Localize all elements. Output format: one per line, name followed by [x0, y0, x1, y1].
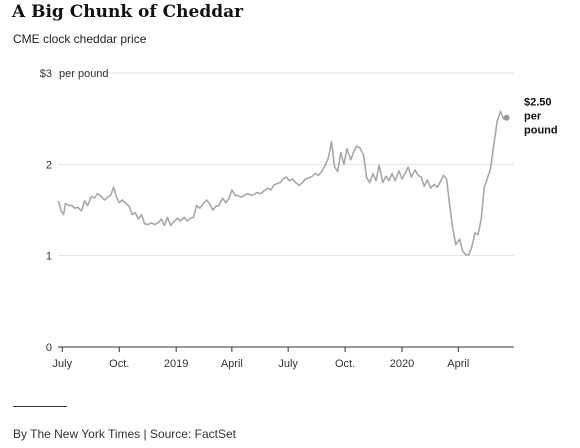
- x-tick-label: 2019: [164, 358, 188, 370]
- chart-subtitle: CME clock cheddar price: [13, 32, 147, 46]
- footer-rule: [13, 406, 67, 407]
- end-value-label: pound: [524, 125, 558, 137]
- x-tick-label: Oct.: [335, 358, 355, 370]
- y-tick-label: 2: [46, 159, 52, 171]
- chart-title: A Big Chunk of Cheddar: [12, 2, 244, 22]
- y-tick-label: 1: [46, 251, 52, 263]
- end-point-marker: [503, 114, 510, 121]
- end-value-label: $2.50: [524, 97, 552, 109]
- labels: $3 2 1 0 per pound July Oct. 2019 April July Oct. 2…: [40, 68, 558, 370]
- x-tick-label: April: [447, 358, 469, 370]
- x-tick-label: Oct.: [109, 358, 129, 370]
- y-unit-label: per pound: [59, 68, 109, 80]
- x-tick-label: 2020: [390, 358, 414, 370]
- price-line: [57, 110, 507, 256]
- source-credit: By The New York Times | Source: FactSet: [13, 427, 236, 441]
- x-tick-label: July: [53, 358, 73, 370]
- series-layer: [57, 110, 510, 256]
- y-tick-label: 0: [46, 342, 52, 354]
- y-tick-label: $3: [40, 68, 52, 80]
- x-tick-label: July: [278, 358, 298, 370]
- end-value-label: per: [524, 111, 542, 123]
- axes: [58, 346, 514, 352]
- x-tick-label: April: [221, 358, 243, 370]
- gridlines: [58, 72, 514, 257]
